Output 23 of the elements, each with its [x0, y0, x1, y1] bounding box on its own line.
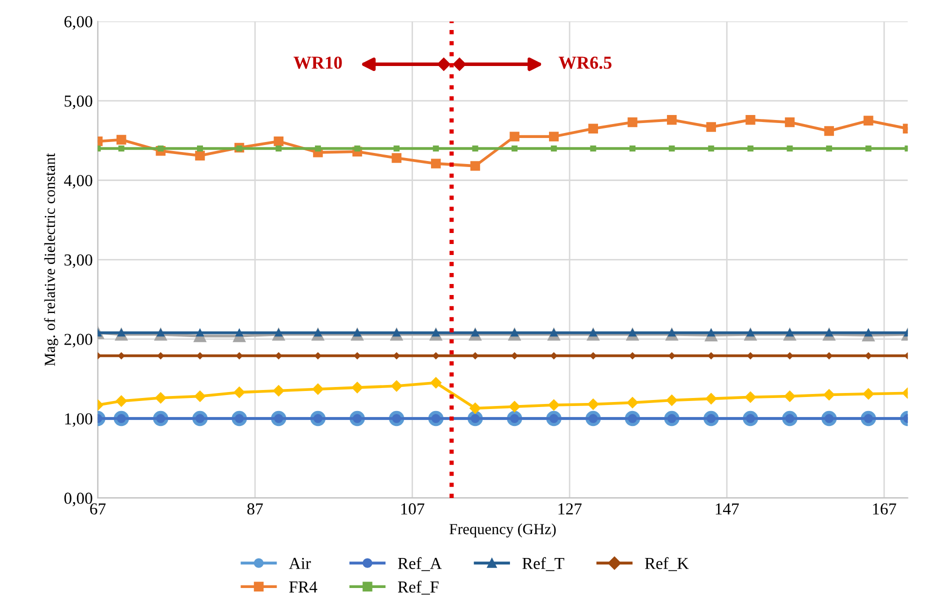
- y-tick-label: 3,00: [64, 254, 92, 268]
- legend-label: FR4: [289, 581, 318, 592]
- annotation: WR6.5: [558, 56, 612, 69]
- y-tick-label: 0,00: [64, 492, 92, 506]
- x-tick-label: 107: [401, 503, 424, 515]
- x-axis-title: Frequency (GHz): [450, 523, 556, 538]
- x-tick-label: 147: [716, 503, 739, 514]
- legend-label: Ref_K: [644, 557, 689, 572]
- x-tick-label: 127: [558, 503, 582, 514]
- annotation: WR10: [294, 56, 342, 69]
- y-tick-label: 2,00: [64, 334, 92, 348]
- legend-label: Air: [288, 558, 311, 569]
- x-tick-label: 67: [90, 503, 106, 515]
- y-axis-title: Mag. of relative dielectric constant: [44, 153, 58, 366]
- x-tick-label: 87: [247, 503, 263, 515]
- y-tick-label: 6,00: [64, 16, 92, 30]
- legend-label: Ref_A: [398, 557, 442, 572]
- legend-label: Ref_T: [522, 557, 564, 572]
- legend-label: Ref_F: [398, 580, 439, 595]
- x-tick-label: 167: [873, 503, 896, 515]
- y-tick-label: 1,00: [65, 413, 92, 427]
- y-tick-label: 5,00: [64, 96, 92, 110]
- y-tick-label: 4,00: [64, 174, 92, 189]
